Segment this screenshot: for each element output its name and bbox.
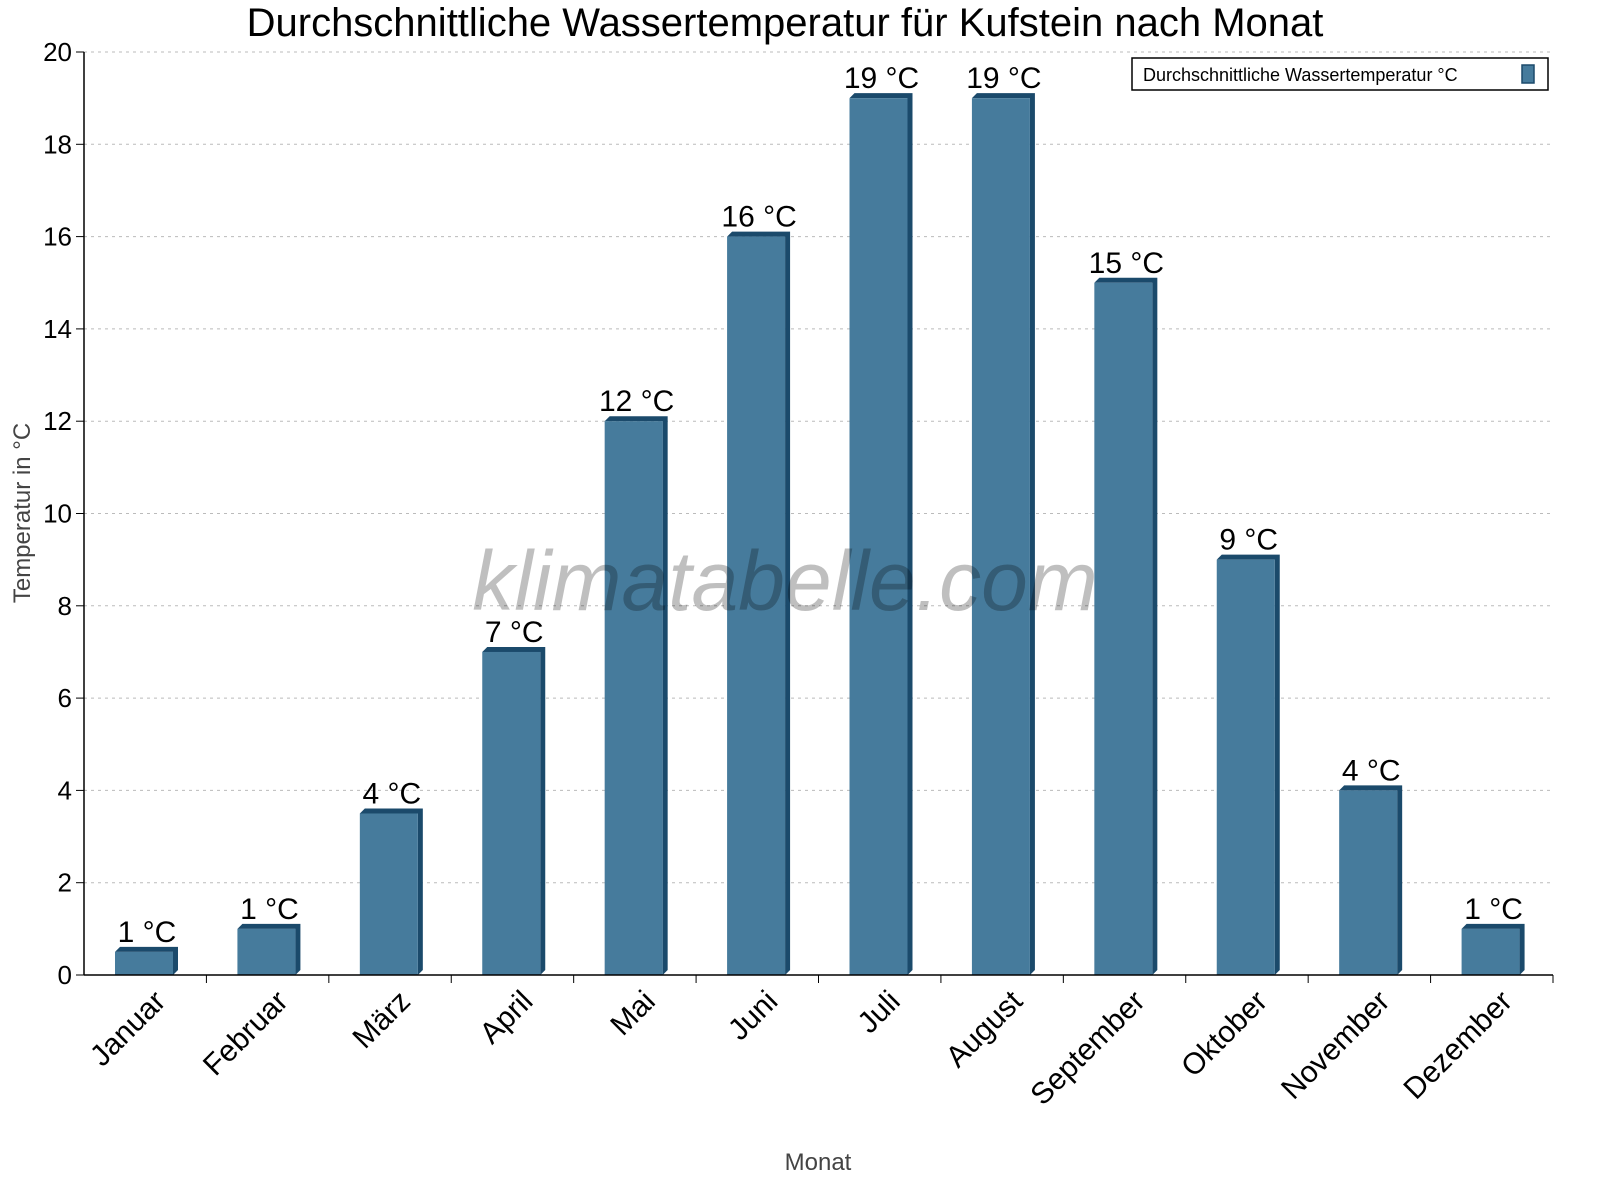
- bar: [1216, 559, 1275, 975]
- y-tick-label: 2: [58, 868, 72, 898]
- data-label: 19 °C: [844, 62, 919, 95]
- data-label: 12 °C: [599, 385, 674, 418]
- data-label: 1 °C: [118, 916, 177, 949]
- data-label: 7 °C: [485, 616, 544, 649]
- bar: [849, 98, 908, 975]
- bar: [1461, 928, 1520, 975]
- x-tick-label: Juli: [851, 985, 906, 1040]
- bar: [115, 951, 173, 975]
- x-tick-label: August: [940, 984, 1030, 1074]
- x-tick-label: Oktober: [1175, 985, 1274, 1084]
- x-tick-label: September: [1024, 985, 1151, 1112]
- chart-title: Durchschnittliche Wassertemperatur für K…: [247, 1, 1324, 45]
- bar: [971, 98, 1030, 975]
- bar-3d-edge: [115, 946, 178, 975]
- legend-swatch: [1521, 64, 1535, 84]
- y-tick-label: 10: [43, 499, 72, 529]
- x-tick-label: März: [347, 985, 417, 1055]
- y-tick-label: 14: [43, 314, 72, 344]
- bar: [237, 928, 296, 975]
- bar: [359, 813, 418, 975]
- data-label: 4 °C: [1342, 754, 1401, 787]
- x-tick-label: Februar: [197, 985, 295, 1083]
- y-tick-label: 0: [58, 960, 72, 990]
- x-tick-label: Dezember: [1398, 985, 1519, 1106]
- data-label: 15 °C: [1089, 247, 1164, 280]
- x-tick-label: Juni: [722, 985, 784, 1047]
- watermark: klimatabelle.com: [472, 534, 1098, 628]
- data-label: 19 °C: [966, 62, 1041, 95]
- x-tick-label: Mai: [604, 985, 662, 1043]
- y-tick-label: 6: [58, 683, 72, 713]
- data-label: 4 °C: [362, 777, 421, 810]
- legend-label: Durchschnittliche Wassertemperatur °C: [1143, 65, 1458, 85]
- x-tick-label: November: [1275, 985, 1396, 1106]
- y-tick-label: 8: [58, 591, 72, 621]
- bar: [1094, 282, 1153, 975]
- x-tick-label: Januar: [84, 985, 172, 1073]
- data-label: 9 °C: [1219, 524, 1278, 557]
- bar: [1339, 790, 1398, 975]
- data-label: 1 °C: [240, 893, 299, 926]
- y-tick-label: 12: [43, 406, 72, 436]
- y-tick-label: 20: [43, 37, 72, 67]
- bar: [604, 421, 663, 975]
- data-label: 16 °C: [721, 201, 796, 234]
- x-axis-label: Monat: [785, 1149, 852, 1176]
- x-tick-label: April: [474, 985, 540, 1051]
- legend: Durchschnittliche Wassertemperatur °C: [1131, 57, 1549, 91]
- y-axis-label: Temperatur in °C: [9, 423, 36, 603]
- y-tick-label: 18: [43, 129, 72, 159]
- y-tick-label: 16: [43, 222, 72, 252]
- bar: [727, 236, 786, 976]
- data-label: 1 °C: [1464, 893, 1523, 926]
- bar: [482, 651, 541, 975]
- y-tick-label: 4: [58, 775, 72, 805]
